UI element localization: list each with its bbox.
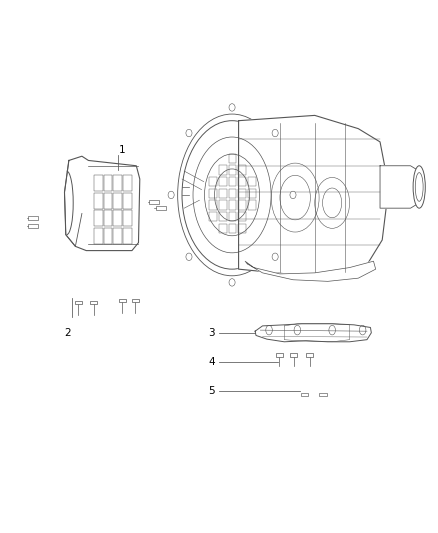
Polygon shape — [64, 156, 140, 251]
Bar — [209, 200, 217, 210]
Ellipse shape — [413, 166, 425, 208]
Ellipse shape — [178, 114, 286, 276]
Bar — [229, 200, 237, 210]
Bar — [104, 228, 113, 244]
Ellipse shape — [182, 120, 282, 269]
Bar — [123, 175, 131, 191]
Text: 4: 4 — [208, 357, 215, 367]
Bar — [113, 175, 122, 191]
Bar — [248, 177, 255, 187]
Bar — [238, 212, 246, 221]
Bar — [209, 212, 217, 221]
Bar — [248, 189, 255, 198]
Bar — [219, 223, 227, 233]
Circle shape — [168, 191, 174, 199]
Bar — [238, 177, 246, 187]
Bar — [123, 228, 131, 244]
Polygon shape — [255, 324, 371, 342]
Bar — [238, 223, 246, 233]
Bar — [238, 189, 246, 198]
Circle shape — [290, 191, 296, 199]
Bar — [123, 211, 131, 226]
Bar — [290, 353, 297, 357]
Bar — [104, 211, 113, 226]
Bar — [229, 177, 237, 187]
Bar — [94, 193, 103, 209]
Bar — [90, 301, 97, 304]
Circle shape — [272, 253, 278, 261]
Bar — [132, 298, 139, 302]
Bar — [238, 165, 246, 175]
Bar — [156, 206, 166, 210]
Bar — [209, 189, 217, 198]
Bar — [306, 353, 313, 357]
Bar — [219, 200, 227, 210]
Bar — [319, 393, 327, 397]
Polygon shape — [245, 261, 376, 281]
Circle shape — [186, 130, 192, 137]
Text: 1: 1 — [119, 144, 126, 155]
Bar — [219, 165, 227, 175]
Bar — [94, 211, 103, 226]
Bar — [229, 165, 237, 175]
Circle shape — [229, 279, 235, 286]
Text: 5: 5 — [208, 386, 215, 396]
Bar — [113, 193, 122, 209]
Bar — [94, 175, 103, 191]
Bar — [219, 189, 227, 198]
Bar — [113, 228, 122, 244]
Bar — [113, 211, 122, 226]
Ellipse shape — [415, 173, 423, 201]
Bar — [119, 298, 126, 302]
Bar — [28, 224, 38, 228]
Bar — [229, 212, 237, 221]
Bar — [238, 200, 246, 210]
Bar — [229, 154, 237, 163]
Bar — [28, 216, 38, 220]
Bar — [301, 393, 308, 397]
Bar — [276, 353, 283, 357]
Bar — [104, 193, 113, 209]
Bar — [219, 177, 227, 187]
Text: 3: 3 — [208, 328, 215, 338]
Bar — [219, 212, 227, 221]
Polygon shape — [380, 166, 419, 208]
Circle shape — [186, 253, 192, 261]
Bar — [104, 175, 113, 191]
Bar — [229, 223, 237, 233]
Circle shape — [229, 104, 235, 111]
Bar — [248, 200, 255, 210]
Polygon shape — [239, 115, 389, 277]
Bar — [149, 200, 159, 204]
Bar — [94, 228, 103, 244]
Bar — [75, 301, 82, 304]
Bar — [123, 193, 131, 209]
Bar — [209, 177, 217, 187]
Circle shape — [272, 130, 278, 137]
Text: 2: 2 — [64, 328, 71, 338]
Bar — [229, 189, 237, 198]
